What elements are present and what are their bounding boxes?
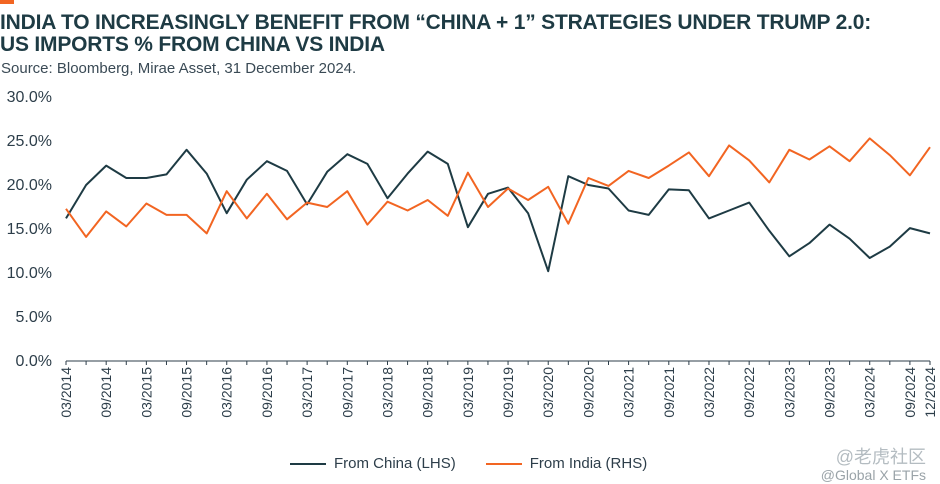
y-tick-label: 15.0% <box>7 221 52 238</box>
title-accent-bar <box>0 0 14 4</box>
x-tick-label: 03/2024 <box>862 367 878 418</box>
x-tick-label: 03/2021 <box>621 367 637 418</box>
x-tick-label: 09/2023 <box>822 367 838 418</box>
x-tick-label: 03/2014 <box>58 367 74 418</box>
x-tick-label: 03/2017 <box>299 367 315 418</box>
series-line-china <box>65 148 931 273</box>
x-tick-label: 09/2016 <box>259 367 275 418</box>
x-tick-label: 09/2024 <box>902 367 918 418</box>
legend-swatch-china <box>290 462 326 465</box>
legend-label-china: From China (LHS) <box>334 455 456 472</box>
y-tick-label: 25.0% <box>7 133 52 150</box>
x-tick-label: 09/2022 <box>741 367 757 418</box>
y-tick-label: 20.0% <box>7 177 52 194</box>
legend-swatch-india <box>485 462 522 465</box>
x-tick-label: 03/2023 <box>781 367 797 418</box>
x-tick-label: 09/2021 <box>661 367 677 418</box>
x-tick-label: 09/2018 <box>420 367 436 418</box>
y-tick-label: 0.0% <box>16 353 52 370</box>
legend-label-india: From India (RHS) <box>529 455 648 472</box>
series-line-india <box>65 137 931 238</box>
x-tick-label: 03/2018 <box>379 367 395 418</box>
chart-legend: From China (LHS) From India (RHS) <box>290 455 677 472</box>
chart-title-line1: INDIA TO INCREASINGLY BENEFIT FROM “CHIN… <box>0 11 871 34</box>
x-tick-label: 03/2016 <box>219 367 235 418</box>
watermark-line2: @Global X ETFs <box>820 467 926 483</box>
chart-title-line2: US IMPORTS % FROM CHINA VS INDIA <box>0 33 385 56</box>
x-tick-label: 03/2015 <box>138 367 154 418</box>
x-tick-label: 12/2024 <box>922 367 938 418</box>
legend-item-china: From China (LHS) <box>290 455 456 472</box>
x-tick-label: 09/2017 <box>339 367 355 418</box>
watermark: @老虎社区 @Global X ETFs <box>821 448 926 484</box>
x-tick-label: 03/2022 <box>701 367 717 418</box>
x-tick-label: 09/2014 <box>98 367 114 418</box>
y-tick-label: 10.0% <box>7 265 52 282</box>
watermark-line1: @老虎社区 <box>835 447 926 467</box>
legend-item-india: From India (RHS) <box>485 455 648 472</box>
line-chart: 0.0% 5.0% 10.0% 15.0% 20.0% 25.0% 30.0% 03/2014… <box>7 89 938 418</box>
chart-source: Source: Bloomberg, Mirae Asset, 31 Decem… <box>1 60 357 77</box>
x-tick-label: 03/2020 <box>540 367 556 418</box>
x-tick-label: 09/2019 <box>500 367 516 418</box>
chart-title: INDIA TO INCREASINGLY BENEFIT FROM “CHIN… <box>0 12 935 56</box>
x-tick-label: 09/2020 <box>580 367 596 418</box>
x-tick-label: 09/2015 <box>179 367 195 418</box>
x-tick-label: 03/2019 <box>460 367 476 418</box>
y-tick-label: 30.0% <box>7 89 52 106</box>
y-tick-label: 5.0% <box>16 309 52 326</box>
